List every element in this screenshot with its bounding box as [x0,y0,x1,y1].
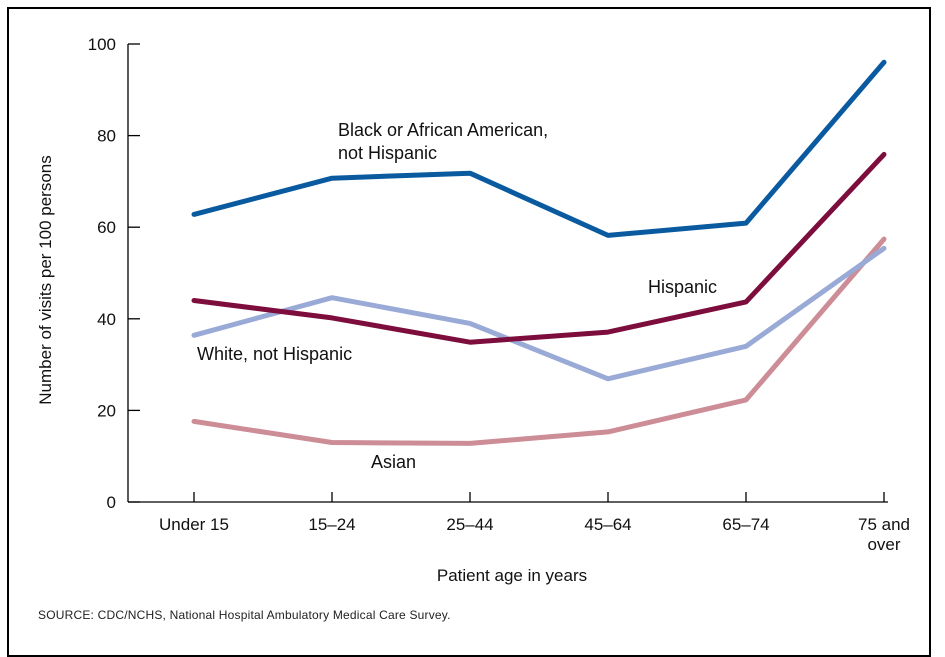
y-tick-label: 40 [97,310,116,329]
x-axis-title: Patient age in years [437,566,587,585]
source-note: SOURCE: CDC/NCHS, National Hospital Ambu… [38,608,451,622]
x-tick-label: 75 and over [858,515,910,554]
series-line [191,245,887,382]
series-lines [191,59,887,446]
series-label: Asian [371,452,416,472]
series-line [191,151,887,345]
x-tick-label: 25–44 [446,515,493,534]
series-labels: Black or African American, not Hispanic Hi… [197,120,717,472]
y-tick-label: 80 [97,127,116,146]
x-tick-label: 15–24 [308,515,355,534]
x-tick-label: Under 15 [159,515,229,534]
x-tick-label: 45–64 [584,515,631,534]
x-tick-label: 65–74 [722,515,769,534]
y-tick-label: 0 [107,493,116,512]
series-line [191,59,887,238]
y-tick-label: 60 [97,218,116,237]
y-axis-title: Number of visits per 100 persons [36,155,55,404]
series-line [191,236,887,446]
y-tick-label: 100 [88,35,116,54]
series-label: White, not Hispanic [197,344,352,364]
series-label: Hispanic [648,277,717,297]
y-tick-label: 20 [97,401,116,420]
series-label: Black or African American, not Hispanic [338,120,548,163]
axes: 0 20 40 60 80 100 Under 15 15–24 25–44 45–64 65–74… [88,35,910,554]
